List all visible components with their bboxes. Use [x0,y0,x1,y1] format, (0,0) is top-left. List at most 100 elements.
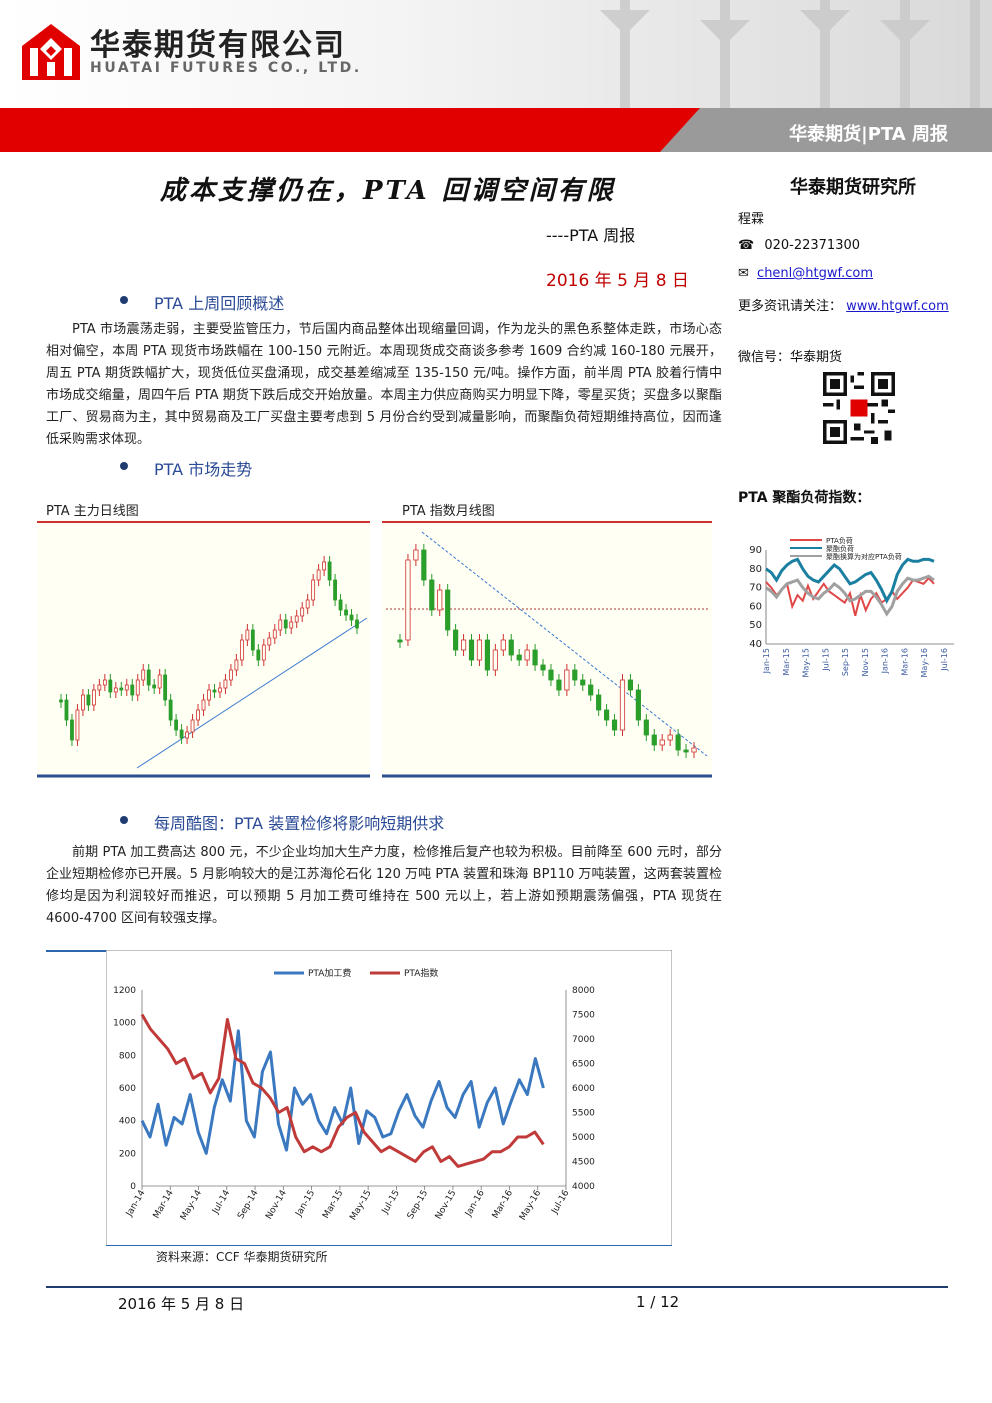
candle-body [635,689,641,721]
candle-body [102,679,107,686]
section-bullet [120,816,128,824]
left-tick-label: 800 [119,1051,136,1061]
x-tick-label: Sep-15 [841,648,850,676]
candle-body [267,637,272,646]
candle-body [322,561,327,571]
candle-body [556,679,562,691]
header-bar-accent [660,108,992,152]
candle-body [256,649,261,661]
x-tick-label: Jan-15 [762,648,771,674]
phone-number: 020-22371300 [764,238,861,253]
candle-body [239,639,244,661]
candle-body [146,669,151,686]
research-institute: 华泰期货研究所 [790,177,916,198]
report-date: 2016 年 5 月 8 日 [546,271,689,291]
candle-body [397,639,403,643]
chart-bottom-rule [106,1245,672,1246]
candle-body [659,739,665,746]
candle-body [185,731,189,739]
candle-body [119,687,124,691]
series-line [765,574,935,617]
candle-body [261,644,266,661]
candle-body [130,684,135,696]
candle-body [691,747,697,753]
review-paragraph: PTA 市场震荡走弱，主要受监管压力，节后国内商品整体出现缩量回调，作为龙头的黑… [46,322,722,447]
candle-body [468,639,475,661]
chart-background [382,520,712,778]
y-tick-label: 70 [749,583,762,594]
candle-body [355,619,359,629]
right-tick-label: 4000 [572,1182,595,1192]
candle-body [212,689,217,693]
candle-body [250,629,255,651]
left-tick-label: 0 [130,1182,136,1192]
left-tick-label: 400 [119,1117,136,1127]
monthly-candlestick-chart [382,520,712,778]
email-link[interactable]: chenl@htgwf.com [757,266,874,281]
right-tick-label: 7500 [572,1011,595,1021]
x-tick-label: Mar-15 [782,648,791,676]
report-title: 成本支撑仍在，PTA 回调空间有限 [160,176,616,206]
candle-body [516,654,522,661]
website-line: 更多资讯请关注： www.htgwf.com [738,295,949,314]
candle-body [667,734,673,741]
candle-body [64,699,69,721]
candle-body [627,679,634,691]
candle-body [675,734,681,751]
candle-body [500,639,506,651]
candle-body [413,549,419,561]
candle-body [619,679,626,731]
author-name: 程霖 [738,212,765,227]
candle-body [218,687,222,693]
y-tick-label: 80 [749,564,762,575]
y-tick-label: 40 [749,639,762,650]
series-line [140,1013,545,1168]
candle-body [75,709,80,741]
load-index-chart: 40 50 60 70 80 90 Jan-15 Mar-15 May-15 Jul-15 Sep-… [749,536,954,677]
right-tick-label: 8000 [572,986,595,996]
report-subtitle: ----PTA 周报 [546,226,636,245]
report-tag: 华泰期货|PTA 周报 [789,124,948,145]
candle-body [508,639,514,656]
chart-of-week-paragraph: 前期 PTA 加工费高达 800 元，不少企业均加大生产力度，检修推后复产也较为… [46,845,722,926]
candle-body [190,719,195,733]
candle-body [91,689,96,706]
candle-body [316,569,321,581]
x-tick-label: May-15 [802,648,811,677]
website-link[interactable]: www.htgwf.com [846,299,949,314]
candle-body [333,579,337,601]
candle-body [70,719,74,741]
candle-body [405,559,411,641]
candle-body [492,649,498,671]
section-bullet [120,296,128,304]
candle-body [327,561,332,581]
chart-background [37,520,370,778]
candle-body [174,719,179,731]
candle-body [108,679,113,693]
candle-body [201,699,206,711]
right-tick-label: 4500 [572,1158,595,1168]
legend-label: 聚酯负荷 [826,544,854,553]
candle-body [604,709,610,721]
x-tick-label: Mar-16 [900,648,909,676]
candle-body [476,639,483,661]
candle-body [272,629,277,639]
series-line [765,576,935,617]
candle-body [294,615,299,623]
candle-body [311,579,316,601]
candle-body [564,669,570,691]
section-body-chart-of-week: 前期 PTA 加工费高达 800 元，不少企业均加大生产力度，检修推后复产也较为… [46,842,722,930]
y-tick-label: 90 [749,545,762,556]
candle-body [152,684,157,689]
envelope-icon: ✉ [738,266,749,281]
legend-label: PTA负荷 [826,536,853,545]
candle-body [223,679,228,689]
right-tick-label: 5500 [572,1109,595,1119]
legend-label: PTA加工费 [308,967,351,979]
candle-body [484,639,490,671]
candle-body [349,614,354,621]
x-tick-label: Jul-15 [821,648,830,672]
legend-label: 聚酯换算为对应PTA负荷 [826,552,902,561]
candle-body [643,719,649,736]
qr-code [823,372,895,444]
